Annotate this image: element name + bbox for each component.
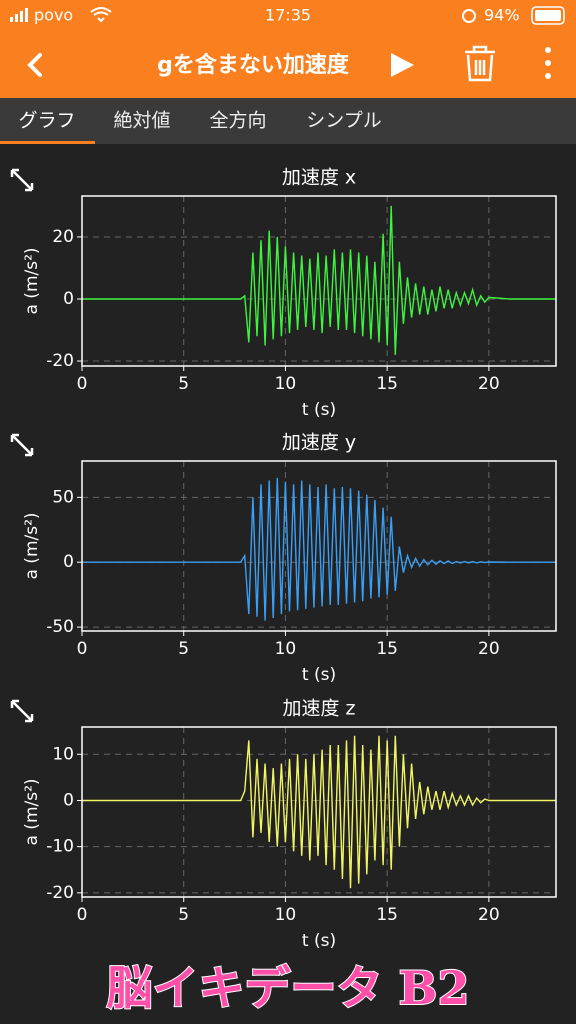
- rotation-lock-icon: [462, 9, 476, 23]
- x-tick-label: 10: [275, 374, 297, 394]
- tab[interactable]: 全方向: [209, 110, 266, 132]
- y-axis-label: a (m/s²): [22, 512, 42, 579]
- x-axis-label: t (s): [302, 400, 336, 420]
- y-tick-label: 0: [63, 552, 74, 572]
- battery-level: 94%: [484, 6, 520, 25]
- chart-title: 加速度 x: [282, 167, 356, 189]
- data-line: [82, 477, 556, 621]
- y-tick-label: -20: [46, 351, 74, 371]
- x-tick-label: 10: [275, 905, 297, 925]
- x-tick-label: 10: [275, 639, 297, 659]
- battery-fill: [535, 10, 561, 21]
- clock: 17:35: [265, 6, 311, 25]
- data-line: [82, 205, 556, 355]
- wifi-icon: [90, 7, 112, 23]
- plot-frame: [81, 460, 557, 632]
- plot-frame: [81, 195, 557, 367]
- x-tick-label: 0: [77, 374, 88, 394]
- y-tick-label: 20: [52, 227, 74, 247]
- chart-title: 加速度 y: [282, 432, 356, 454]
- chart-title: 加速度 z: [282, 698, 355, 720]
- x-tick-label: 5: [178, 374, 189, 394]
- x-tick-label: 15: [376, 374, 398, 394]
- y-tick-label: 0: [63, 289, 74, 309]
- x-tick-label: 15: [376, 639, 398, 659]
- battery-icon: [531, 6, 565, 25]
- watermark: 脳イキデータ B2: [107, 961, 470, 1015]
- expand-button[interactable]: [10, 699, 34, 723]
- x-tick-label: 0: [77, 639, 88, 659]
- x-tick-label: 5: [178, 639, 189, 659]
- tab-bar: [0, 98, 576, 144]
- y-tick-label: 0: [63, 790, 74, 810]
- x-tick-label: 15: [376, 905, 398, 925]
- x-tick-label: 0: [77, 905, 88, 925]
- expand-button[interactable]: [10, 168, 34, 192]
- back-button[interactable]: [27, 53, 42, 77]
- play-button[interactable]: [391, 53, 414, 77]
- carrier: povo: [34, 6, 73, 25]
- data-line: [82, 735, 556, 889]
- tab[interactable]: シンプル: [306, 110, 381, 132]
- header-title: gを含まない加速度: [157, 52, 350, 78]
- app-bar: [0, 0, 576, 98]
- plot-frame: [81, 726, 557, 898]
- x-tick-label: 20: [478, 374, 500, 394]
- tab[interactable]: 絶対値: [113, 110, 170, 132]
- y-axis-label: a (m/s²): [22, 778, 42, 845]
- tab[interactable]: グラフ: [18, 110, 75, 132]
- more-button[interactable]: [545, 47, 551, 79]
- chart: 加速度 z a (m/s²) t (s) -20 -10 0 10 0 5 10 15 20: [10, 698, 557, 951]
- delete-button[interactable]: [465, 45, 495, 82]
- x-tick-label: 20: [478, 905, 500, 925]
- tab-indicator: [0, 141, 95, 144]
- x-axis-label: t (s): [302, 665, 336, 685]
- y-axis-label: a (m/s²): [22, 247, 42, 314]
- x-tick-label: 20: [478, 639, 500, 659]
- x-axis-label: t (s): [302, 931, 336, 951]
- y-tick-label: -10: [46, 837, 74, 857]
- signal-icon: [10, 8, 28, 22]
- y-tick-label: 50: [52, 487, 74, 507]
- y-tick-label: 10: [52, 744, 74, 764]
- x-tick-label: 5: [178, 905, 189, 925]
- expand-button[interactable]: [10, 433, 34, 457]
- y-tick-label: -20: [46, 883, 74, 903]
- y-tick-label: -50: [46, 617, 74, 637]
